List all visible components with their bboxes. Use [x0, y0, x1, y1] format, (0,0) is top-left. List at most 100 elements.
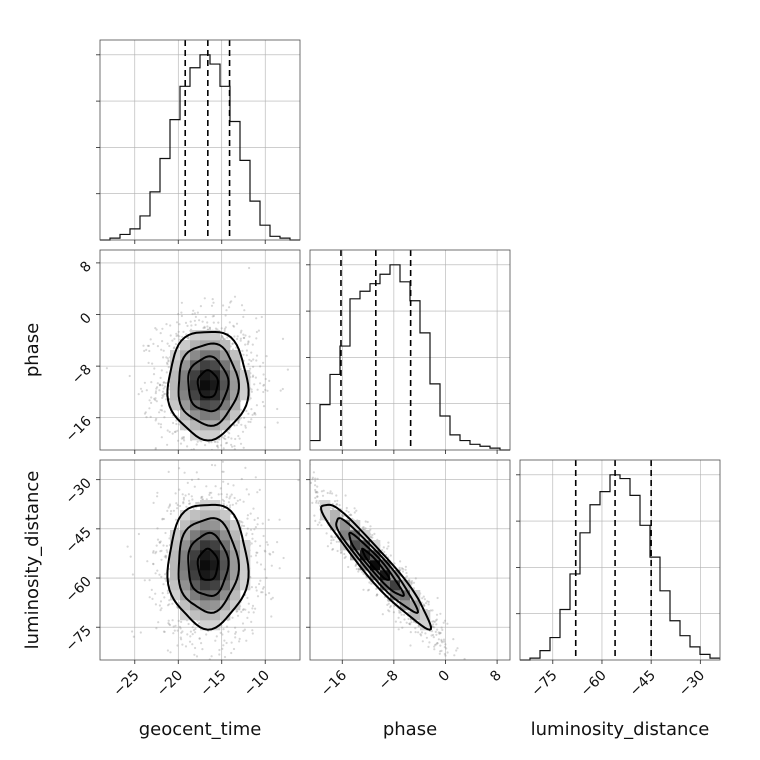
scatter-point: [245, 349, 248, 352]
scatter-point: [188, 502, 191, 505]
scatter-point: [166, 429, 169, 432]
density-cell: [240, 550, 251, 561]
scatter-point: [195, 443, 198, 446]
scatter-point: [210, 304, 214, 307]
scatter-point: [162, 356, 165, 359]
scatter-point: [250, 390, 253, 393]
scatter-point: [200, 496, 203, 499]
scatter-point: [169, 512, 172, 516]
scatter-point: [171, 432, 174, 435]
scatter-point: [139, 387, 143, 390]
scatter-point: [164, 381, 167, 385]
scatter-point: [257, 329, 260, 332]
scatter-point: [314, 490, 317, 493]
scatter-point: [154, 327, 157, 330]
scatter-point: [179, 504, 182, 508]
scatter-point: [254, 540, 257, 543]
scatter-point: [268, 592, 271, 595]
scatter-point: [263, 549, 266, 552]
scatter-point: [254, 607, 257, 610]
scatter-point: [188, 502, 191, 505]
scatter-point: [152, 501, 155, 504]
density-cell: [180, 570, 191, 581]
density-cell: [230, 360, 241, 371]
density-cell: [190, 370, 201, 381]
scatter-point: [188, 499, 191, 502]
scatter-point: [201, 495, 204, 498]
scatter-point: [155, 544, 158, 547]
scatter-point: [216, 445, 219, 448]
density-cell: [370, 560, 381, 571]
panel-phase-vs-luminosity-distance: [309, 459, 511, 661]
density-cell: [200, 570, 211, 581]
scatter-point: [167, 366, 170, 369]
scatter-point: [402, 568, 405, 571]
scatter-point: [163, 630, 166, 634]
density-cell: [220, 400, 231, 411]
scatter-point: [126, 545, 129, 548]
scatter-point: [167, 506, 170, 509]
scatter-point: [181, 436, 184, 439]
density-cell: [230, 540, 241, 551]
scatter-point: [399, 560, 402, 563]
scatter-point: [171, 619, 174, 622]
scatter-point: [368, 581, 371, 584]
density-cell: [180, 580, 191, 591]
scatter-point: [376, 593, 379, 596]
scatter-point: [191, 312, 194, 316]
scatter-point: [234, 632, 237, 635]
scatter-point: [222, 338, 225, 341]
scatter-point: [269, 553, 272, 556]
scatter-point: [239, 520, 243, 523]
density-cell: [320, 510, 331, 521]
scatter-point: [393, 604, 396, 607]
scatter-point: [361, 570, 364, 574]
scatter-point: [424, 632, 427, 635]
density-cell: [190, 340, 201, 351]
scatter-point: [331, 507, 334, 510]
density-cell: [220, 380, 231, 391]
scatter-point: [330, 535, 333, 539]
scatter-point: [176, 527, 179, 531]
scatter-point: [239, 442, 243, 445]
scatter-point: [230, 443, 233, 446]
scatter-point: [165, 555, 168, 558]
scatter-point: [160, 607, 163, 610]
scatter-point: [446, 622, 449, 625]
scatter-point: [162, 395, 165, 398]
scatter-point: [268, 552, 271, 555]
scatter-point: [194, 627, 197, 631]
density-cell: [190, 410, 201, 421]
density-cell: [220, 360, 231, 371]
scatter-point: [270, 615, 273, 618]
scatter-point: [245, 532, 248, 535]
scatter-point: [167, 619, 170, 622]
scatter-point: [159, 376, 162, 379]
scatter-point: [315, 501, 318, 504]
scatter-point: [159, 609, 162, 612]
scatter-point: [144, 411, 147, 414]
xlabel-luminosity-distance: luminosity_distance: [531, 719, 710, 740]
scatter-point: [178, 625, 181, 629]
scatter-point: [175, 502, 178, 505]
scatter-point: [433, 626, 436, 629]
scatter-point: [334, 536, 337, 539]
scatter-point: [223, 329, 226, 333]
scatter-point: [177, 330, 180, 333]
scatter-point: [168, 504, 171, 507]
scatter-point: [174, 492, 177, 495]
scatter-point: [151, 362, 154, 365]
scatter-point: [400, 613, 403, 616]
density-cell: [200, 400, 211, 411]
scatter-point: [234, 631, 237, 634]
scatter-point: [260, 315, 263, 319]
density-cell: [240, 570, 251, 581]
scatter-point: [311, 478, 314, 481]
scatter-point: [230, 300, 233, 303]
scatter-point: [412, 587, 415, 590]
scatter-point: [190, 324, 193, 327]
scatter-point: [256, 561, 259, 564]
scatter-point: [182, 498, 185, 501]
scatter-point: [195, 471, 198, 474]
density-cell: [210, 520, 221, 531]
